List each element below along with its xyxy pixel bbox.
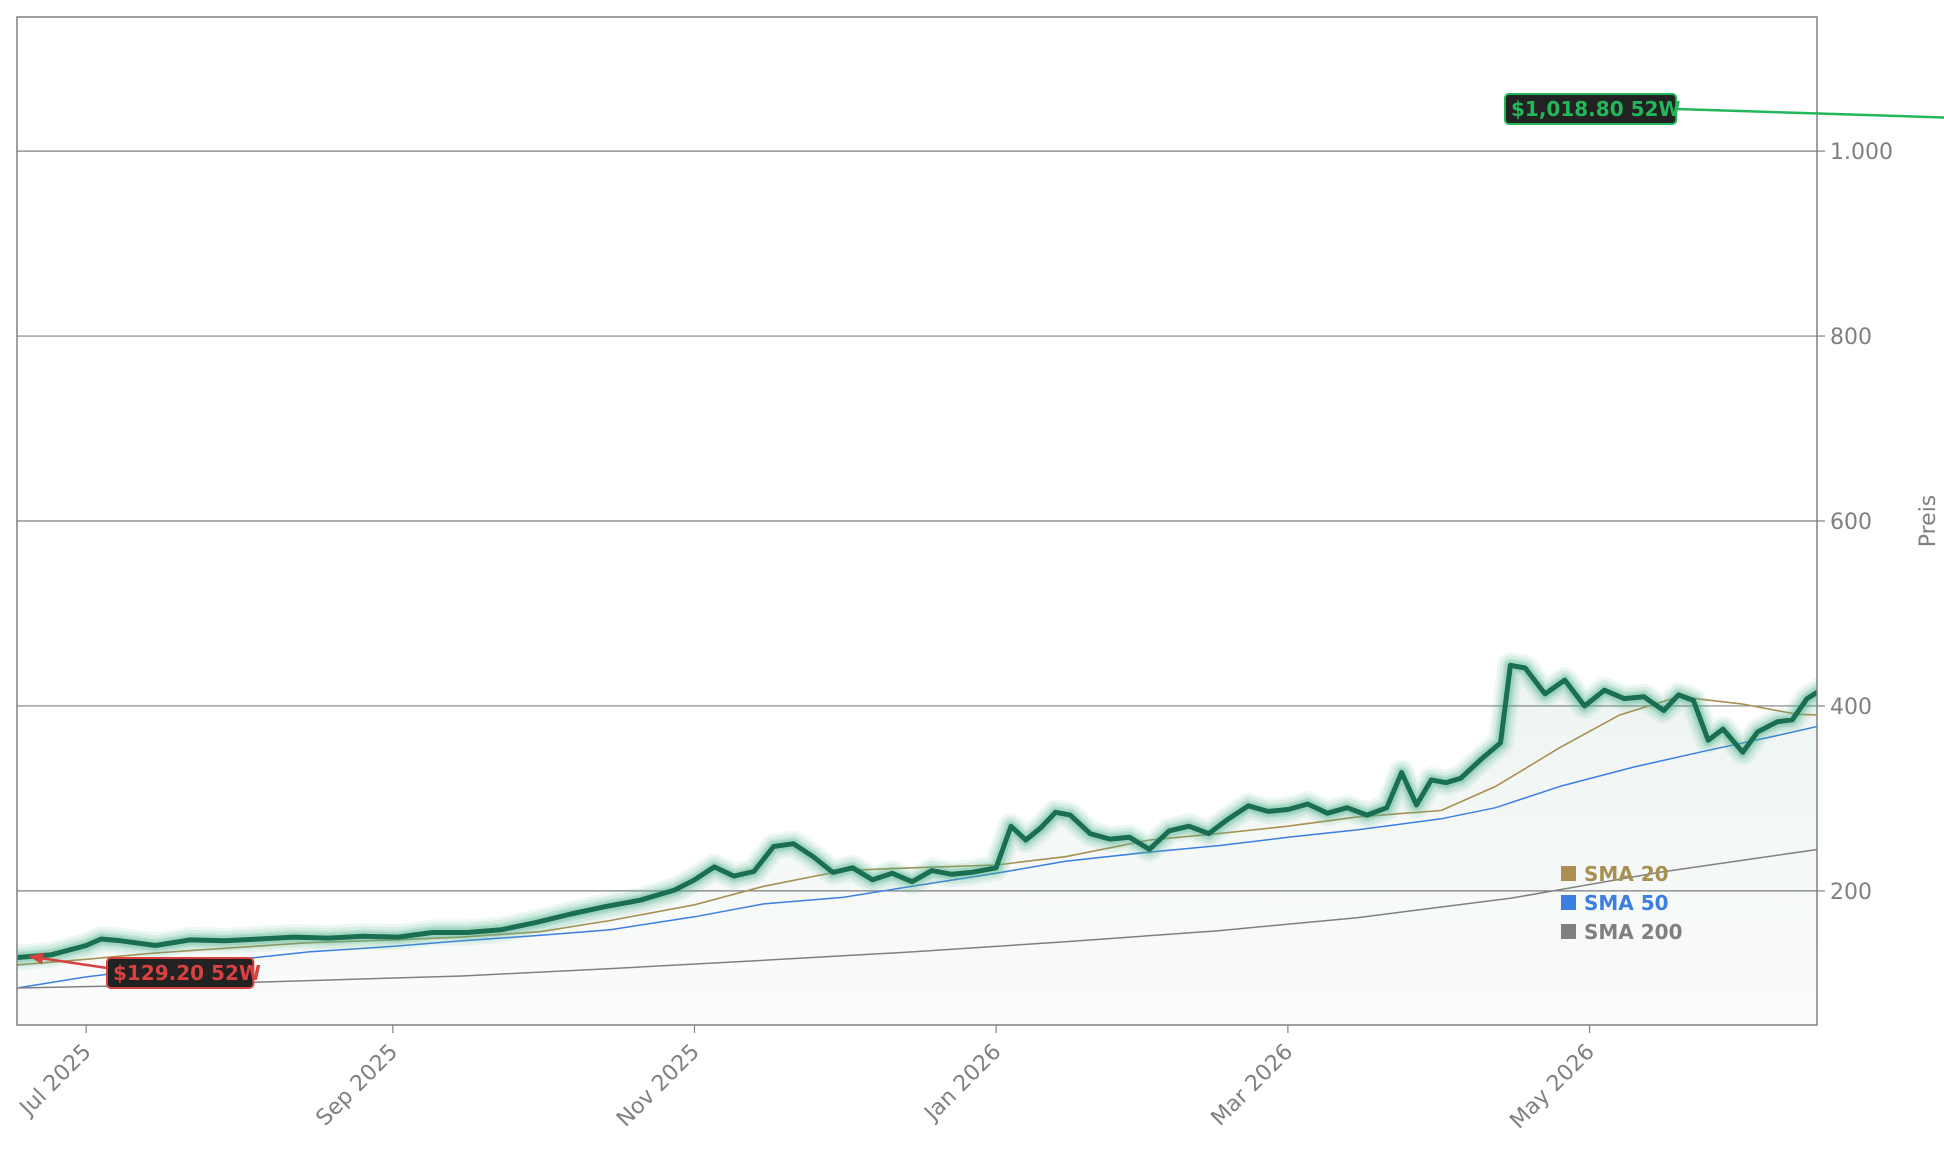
y-tick-label: 1.000 — [1830, 140, 1893, 165]
annotation-arrowhead — [29, 952, 44, 965]
price-area — [17, 665, 1817, 1025]
legend-sma-50: SMA 50 — [1561, 891, 1669, 915]
y-tick-label: 400 — [1830, 695, 1872, 720]
sma-20-line — [17, 695, 1817, 966]
sma-200-line — [17, 848, 1817, 989]
x-tick-label: Nov 2025 — [612, 1040, 705, 1133]
y-tick-label: 200 — [1830, 880, 1872, 905]
price-line-group — [17, 652, 1817, 971]
sma-50-line — [17, 725, 1817, 989]
annotations: $1,018.80 52W $129.20 52W — [28, 93, 1944, 989]
legend-swatch — [1561, 895, 1576, 910]
legend-sma-20: SMA 20 — [1561, 862, 1669, 886]
low-annotation: $129.20 52W — [28, 952, 261, 989]
annotation-arrow — [1676, 107, 1944, 119]
legend-label: SMA 200 — [1584, 920, 1683, 944]
y-tick-label: 600 — [1830, 510, 1872, 535]
x-tick-label: May 2026 — [1505, 1040, 1599, 1134]
legend-label: SMA 20 — [1584, 862, 1669, 886]
high-annotation: $1,018.80 52W — [1504, 93, 1944, 125]
legend-sma-200: SMA 200 — [1561, 920, 1683, 944]
y-tick-label: 800 — [1830, 325, 1872, 350]
x-tick-label: Sep 2025 — [312, 1040, 404, 1132]
price-line — [17, 662, 1817, 960]
sma-lines — [17, 695, 1817, 989]
y-axis: 200 400 600 800 1.000 — [1817, 140, 1893, 905]
x-axis: Jul 2025 Sep 2025 Nov 2025 Jan 2026 Mar 2026… — [14, 1025, 1600, 1134]
annotation-label: $129.20 52W — [113, 961, 261, 985]
x-tick-label: Jan 2026 — [919, 1040, 1007, 1128]
annotation-label: $1,018.80 52W — [1511, 97, 1680, 121]
legend-swatch — [1561, 924, 1576, 939]
y-axis-title: Preis — [1916, 495, 1941, 548]
legend-swatch — [1561, 866, 1576, 881]
annotation-box — [106, 957, 255, 989]
legend: SMA 20 SMA 50 SMA 200 — [1561, 862, 1683, 944]
price-area-fill — [17, 665, 1817, 1025]
legend-label: SMA 50 — [1584, 891, 1669, 915]
x-tick-label: Mar 2026 — [1207, 1040, 1299, 1132]
x-tick-label: Jul 2025 — [14, 1040, 96, 1122]
